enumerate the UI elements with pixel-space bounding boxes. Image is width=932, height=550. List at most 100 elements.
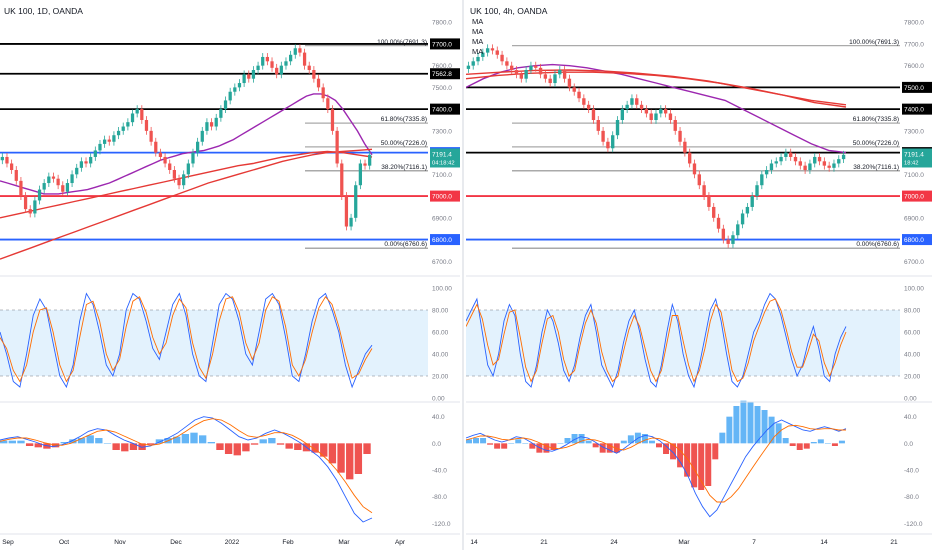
macd-tick-label: -120.0: [432, 521, 451, 528]
candle-body: [158, 152, 163, 157]
macd-histogram-bar: [294, 443, 302, 450]
candle-body: [251, 70, 256, 79]
macd-histogram-bar: [740, 400, 747, 444]
candle-body: [298, 48, 302, 53]
current-price-badge: [430, 148, 460, 168]
macd-histogram-bar: [466, 439, 472, 444]
ma-legend-1: MA: [472, 17, 483, 26]
macd-histogram-bar: [0, 440, 8, 444]
candle-body: [750, 196, 754, 207]
ma-legend-3: MA: [472, 37, 483, 46]
level-badge-label: 7000.0: [432, 194, 452, 201]
macd-histogram-bar: [684, 443, 691, 477]
macd-tick-label: -80.0: [904, 494, 919, 501]
candle-body: [93, 150, 97, 157]
candle-body: [673, 120, 677, 131]
stoch-tick-label: 40.00: [432, 352, 449, 359]
macd-histogram-bar: [613, 443, 620, 453]
moving-average-line: [466, 71, 847, 108]
candle-body: [358, 163, 363, 186]
candle-body: [615, 120, 620, 136]
candle-body: [28, 209, 32, 214]
candle-body: [37, 189, 42, 201]
candle-body: [340, 163, 344, 197]
macd-histogram-bar: [810, 442, 817, 444]
candle-body: [107, 139, 111, 142]
candle-body: [832, 163, 836, 168]
macd-histogram-bar: [824, 443, 831, 444]
candle-body: [140, 109, 144, 120]
macd-histogram-bar: [181, 434, 190, 444]
candle-body: [548, 78, 552, 84]
candle-body: [562, 70, 567, 79]
candle-body: [577, 91, 581, 99]
macd-histogram-bar: [571, 434, 578, 444]
price-tick-label: 7300.0: [904, 128, 924, 135]
candle-body: [256, 65, 260, 70]
candle-body: [51, 176, 56, 179]
candle-body: [33, 200, 37, 214]
stoch-tick-label: 0.00: [904, 396, 917, 403]
candle-body: [485, 48, 490, 53]
macd-histogram-bar: [320, 443, 328, 457]
macd-histogram-bar: [564, 438, 571, 444]
candle-body: [495, 50, 499, 55]
macd-histogram-bar: [677, 443, 684, 468]
candle-body: [524, 70, 528, 79]
candle-body: [326, 98, 330, 110]
macd-histogram-bar: [698, 443, 705, 490]
candle-body: [798, 161, 802, 166]
candle-body: [760, 174, 764, 186]
macd-histogram-bar: [25, 443, 34, 446]
candle-body: [116, 130, 121, 136]
candle-body: [368, 154, 372, 166]
candle-body: [42, 183, 46, 190]
macd-histogram-bar: [578, 434, 585, 444]
fib-level-label: 100.00%(7691.3): [377, 39, 427, 46]
candle-body: [182, 174, 186, 186]
candle-body: [126, 122, 130, 127]
candle-body: [237, 83, 242, 88]
level-badge: [430, 38, 460, 50]
macd-histogram-bar: [86, 435, 94, 444]
macd-tick-label: 40.0: [904, 414, 917, 421]
candle-body: [130, 113, 135, 123]
candle-body: [649, 113, 653, 120]
stoch-tick-label: 0.00: [432, 396, 445, 403]
macd-histogram-bar: [585, 440, 592, 444]
moving-average-line: [0, 93, 373, 195]
candle-body: [697, 174, 701, 186]
current-price-label: 7191.4: [432, 151, 452, 158]
time-tick-label: Mar: [678, 539, 690, 546]
candle-body: [596, 120, 600, 131]
current-price-badge: [902, 148, 932, 168]
candle-body: [79, 161, 84, 168]
level-badge-label: 7400.0: [904, 107, 924, 114]
macd-line: [0, 416, 373, 523]
macd-histogram-bar: [259, 439, 267, 444]
fib-level-label: 61.80%(7335.8): [853, 116, 899, 123]
macd-histogram-bar: [190, 432, 198, 444]
candle-body: [707, 196, 711, 207]
macd-histogram-bar: [103, 443, 112, 444]
time-tick-label: 7: [752, 539, 756, 546]
macd-histogram-bar: [51, 443, 60, 448]
candle-body: [510, 65, 514, 70]
macd-histogram-bar: [363, 443, 371, 454]
macd-histogram-bar: [747, 402, 754, 444]
stoch-tick-label: 60.00: [432, 330, 449, 337]
daily-chart-panel[interactable]: 7800.07700.07600.07500.07400.07300.07200…: [0, 20, 460, 546]
macd-histogram-bar: [712, 443, 719, 460]
price-tick-label: 7300.0: [432, 128, 452, 135]
fib-level-label: 0.00%(6760.6): [856, 241, 899, 248]
four-hour-chart-panel[interactable]: 7800.07700.07600.07500.07400.07300.07200…: [466, 20, 932, 546]
macd-histogram-bar: [733, 406, 740, 444]
time-tick-label: 21: [890, 539, 898, 546]
ma-legend-2: MA: [472, 27, 483, 36]
level-badge-label: 6800.0: [904, 237, 924, 244]
candle-body: [102, 139, 107, 144]
macd-signal-line: [0, 418, 373, 514]
macd-histogram-bar: [224, 443, 233, 454]
macd-histogram-bar: [34, 443, 42, 448]
price-tick-label: 7600.0: [432, 63, 452, 70]
